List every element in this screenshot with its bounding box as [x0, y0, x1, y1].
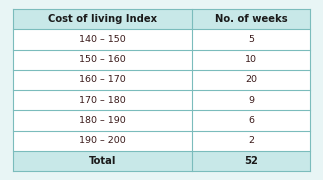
Text: 10: 10	[245, 55, 257, 64]
Text: 160 – 170: 160 – 170	[79, 75, 126, 84]
Bar	[13, 9, 310, 171]
Text: 140 – 150: 140 – 150	[79, 35, 126, 44]
Text: Cost of living Index: Cost of living Index	[48, 14, 157, 24]
Text: 190 – 200: 190 – 200	[79, 136, 126, 145]
Text: 180 – 190: 180 – 190	[79, 116, 126, 125]
Bar	[13, 151, 310, 171]
Text: 6: 6	[248, 116, 254, 125]
Text: No. of weeks: No. of weeks	[215, 14, 287, 24]
Text: 5: 5	[248, 35, 254, 44]
Text: 2: 2	[248, 136, 254, 145]
Text: 9: 9	[248, 96, 254, 105]
Text: Total: Total	[89, 156, 116, 166]
Text: 150 – 160: 150 – 160	[79, 55, 126, 64]
Text: 170 – 180: 170 – 180	[79, 96, 126, 105]
Text: 52: 52	[244, 156, 258, 166]
Text: 20: 20	[245, 75, 257, 84]
Bar	[13, 9, 310, 29]
